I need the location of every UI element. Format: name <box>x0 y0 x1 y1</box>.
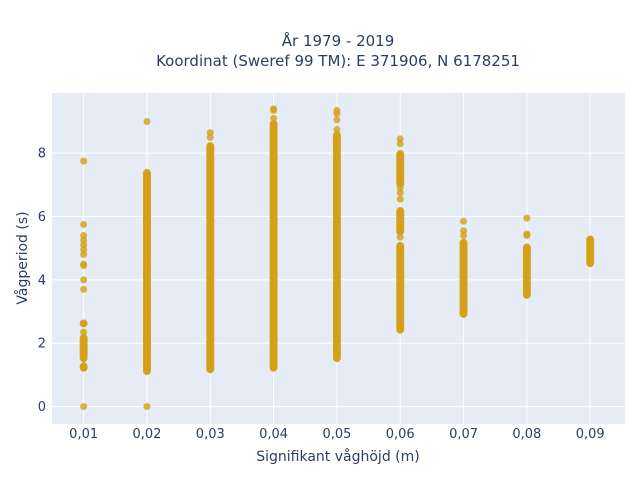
data-point <box>143 118 151 126</box>
data-point <box>333 106 341 114</box>
data-point <box>396 135 404 143</box>
data-point <box>270 105 278 113</box>
x-tick-label: 0,08 <box>512 427 541 442</box>
x-axis-title: Signifikant våghöjd (m) <box>256 448 419 465</box>
y-tick-label: 6 <box>38 210 46 225</box>
chart-title-line-2: Koordinat (Sweref 99 TM): E 371906, N 61… <box>156 52 520 70</box>
data-point <box>80 220 88 228</box>
data-point <box>396 206 404 214</box>
data-point <box>396 233 404 241</box>
data-point <box>333 116 341 124</box>
data-point <box>80 403 88 411</box>
data-point <box>80 276 88 284</box>
data-point <box>80 319 87 326</box>
data-point <box>143 403 151 411</box>
data-point <box>460 227 468 235</box>
data-point <box>270 114 278 122</box>
x-tick-label: 0,07 <box>449 427 478 442</box>
x-tick-label: 0,03 <box>196 427 225 442</box>
data-point <box>80 333 87 341</box>
chart-title-line-1: År 1979 - 2019 <box>282 31 395 50</box>
data-point <box>143 168 151 176</box>
data-point <box>396 241 404 249</box>
y-tick-label: 8 <box>38 147 46 162</box>
data-point <box>396 149 404 157</box>
data-column <box>142 118 151 411</box>
data-point <box>396 195 404 203</box>
data-point <box>80 232 88 240</box>
x-tick-label: 0,09 <box>576 427 605 442</box>
y-axis-title: Vågperiod (s) <box>14 211 31 304</box>
data-point <box>206 129 214 137</box>
y-tick-label: 4 <box>38 273 46 288</box>
data-point <box>396 184 404 192</box>
data-column <box>332 106 341 363</box>
y-axis-ticks: 0 2 4 6 8 <box>38 147 46 415</box>
data-point <box>523 214 531 222</box>
y-tick-label: 0 <box>38 400 46 415</box>
data-point <box>80 362 87 369</box>
data-point <box>523 243 531 250</box>
data-point <box>333 130 341 138</box>
x-axis-ticks: 0,01 0,02 0,03 0,04 0,05 0,06 0,07 0,08 0,09 <box>69 427 604 442</box>
x-tick-label: 0,02 <box>132 427 161 442</box>
data-column <box>396 135 405 334</box>
data-column <box>522 214 531 300</box>
data-column <box>269 105 278 372</box>
x-tick-label: 0,04 <box>259 427 288 442</box>
data-point <box>460 238 467 246</box>
data-point <box>460 217 468 225</box>
data-column <box>206 129 215 374</box>
data-point <box>80 285 88 293</box>
data-point <box>523 230 531 238</box>
data-column <box>79 157 88 411</box>
data-point <box>80 157 88 165</box>
data-column <box>459 217 468 319</box>
data-point <box>333 125 341 133</box>
x-tick-label: 0,01 <box>69 427 98 442</box>
data-point <box>206 141 214 149</box>
y-tick-label: 2 <box>38 337 46 352</box>
data-point <box>270 119 277 127</box>
x-tick-label: 0,06 <box>386 427 415 442</box>
data-point <box>80 260 88 268</box>
x-tick-label: 0,05 <box>322 427 351 442</box>
data-points <box>79 105 595 411</box>
data-point <box>80 328 88 336</box>
data-column <box>586 235 595 268</box>
data-point <box>586 235 594 243</box>
